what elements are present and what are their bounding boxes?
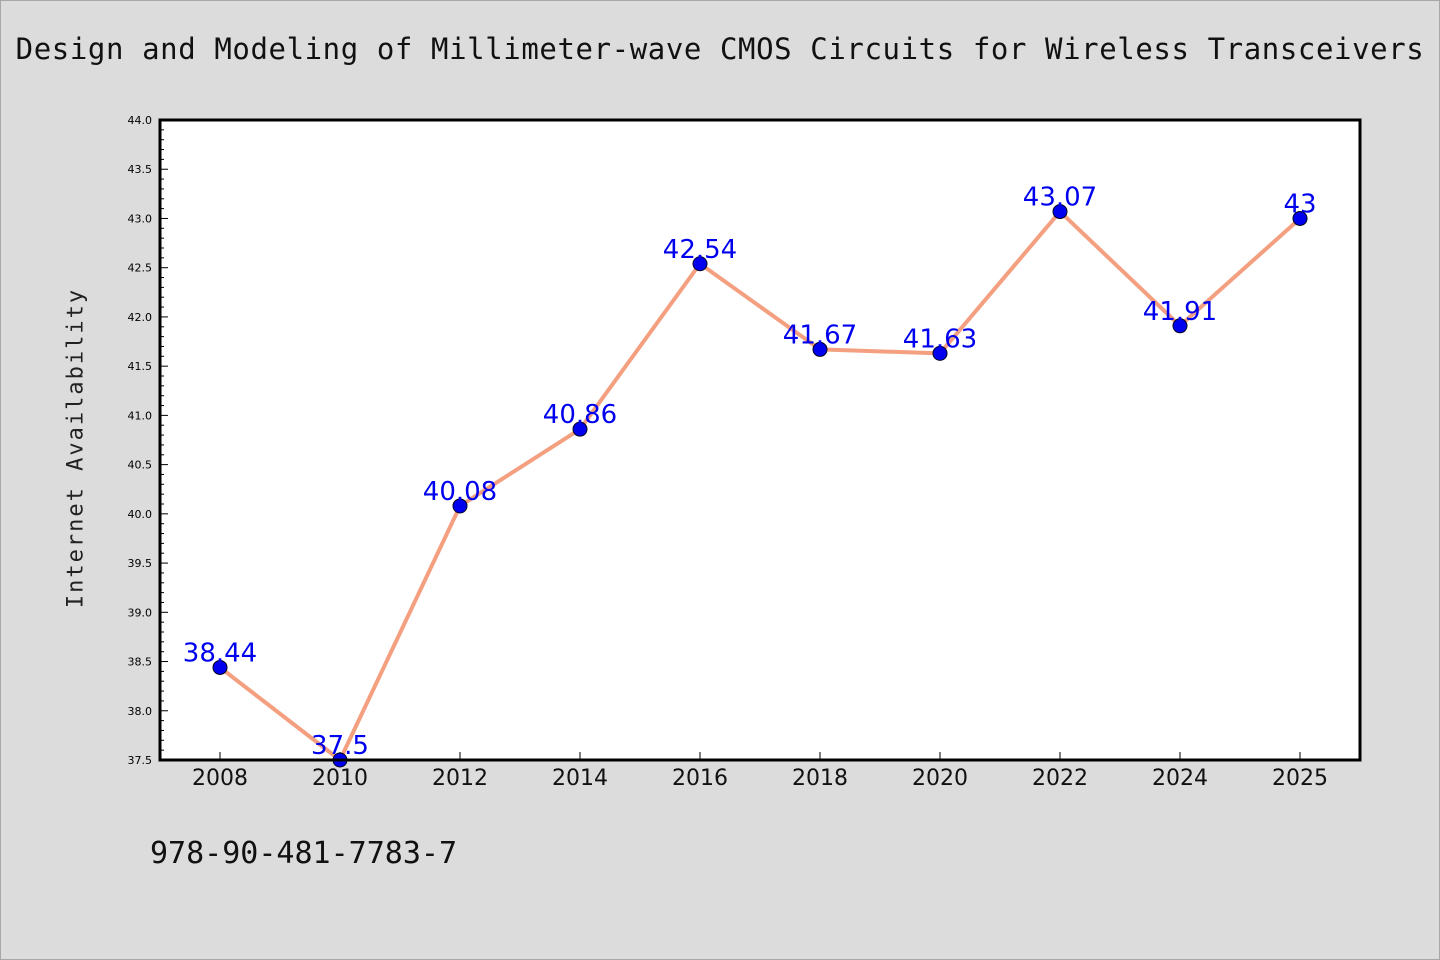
data-point: [572, 421, 588, 437]
data-label: 41.91: [1143, 297, 1217, 327]
x-tick-label: 2020: [912, 766, 968, 791]
y-tick-label: 38.5: [128, 656, 153, 669]
x-tick-label: 2025: [1272, 766, 1328, 791]
data-label: 41.63: [903, 324, 977, 354]
y-tick-label: 37.5: [128, 754, 153, 767]
y-tick-label: 43.5: [128, 163, 153, 176]
data-label: 40.86: [543, 400, 617, 430]
chart-title: Design and Modeling of Millimeter-wave C…: [15, 32, 1425, 66]
y-tick-label: 41.0: [128, 409, 153, 422]
y-tick-label: 39.0: [128, 606, 153, 619]
data-point: [932, 345, 948, 361]
series-line: [218, 209, 1302, 762]
y-tick-label: 42.0: [128, 311, 153, 324]
y-tick-label: 40.0: [128, 508, 153, 521]
y-tick-label: 40.5: [128, 459, 153, 472]
data-point: [1052, 204, 1068, 220]
y-tick-label: 38.0: [128, 705, 153, 718]
y-tick-label: 44.0: [128, 114, 153, 127]
x-axis: 2008 2010 2012 2014 2016 2018 2020 2022 2024 2025: [192, 752, 1328, 791]
x-tick-label: 2010: [312, 766, 368, 791]
data-point: [452, 498, 468, 514]
y-axis: 37.5 38.0 38.5 39.0 39.5 40.0 40.5 41.0 41.5 42.0…: [128, 114, 168, 767]
data-point: [812, 341, 828, 357]
y-tick-label: 42.5: [128, 262, 153, 275]
data-point: [1292, 210, 1308, 226]
x-tick-label: 2012: [432, 766, 488, 791]
data-point: [692, 256, 708, 272]
data-label: 41.67: [783, 320, 857, 350]
x-tick-label: 2022: [1032, 766, 1088, 791]
x-tick-label: 2024: [1152, 766, 1208, 791]
data-label: 38.44: [183, 638, 257, 668]
data-label: 40.08: [423, 477, 497, 507]
y-axis-label: Internet Availability: [63, 287, 89, 609]
isbn-text: 978-90-481-7783-7: [150, 836, 458, 871]
data-point: [1172, 318, 1188, 334]
plot-border: [158, 118, 1362, 762]
data-label: 43: [1283, 189, 1316, 219]
x-tick-label: 2008: [192, 766, 248, 791]
data-label: 42.54: [663, 235, 737, 265]
plot-area: [160, 120, 1360, 760]
data-label: 37.5: [311, 731, 369, 761]
x-tick-label: 2014: [552, 766, 608, 791]
y-tick-label: 39.5: [128, 557, 153, 570]
x-tick-label: 2018: [792, 766, 848, 791]
x-tick-label: 2016: [672, 766, 728, 791]
y-tick-label: 41.5: [128, 360, 153, 373]
data-point: [212, 659, 228, 675]
data-label: 43.07: [1023, 183, 1097, 213]
y-tick-label: 43.0: [128, 212, 153, 225]
series-line-group: [218, 209, 1302, 762]
data-labels: 38.44 37.5 40.08 40.86 42.54 41.67 41.63 43.07 4…: [183, 183, 1317, 761]
